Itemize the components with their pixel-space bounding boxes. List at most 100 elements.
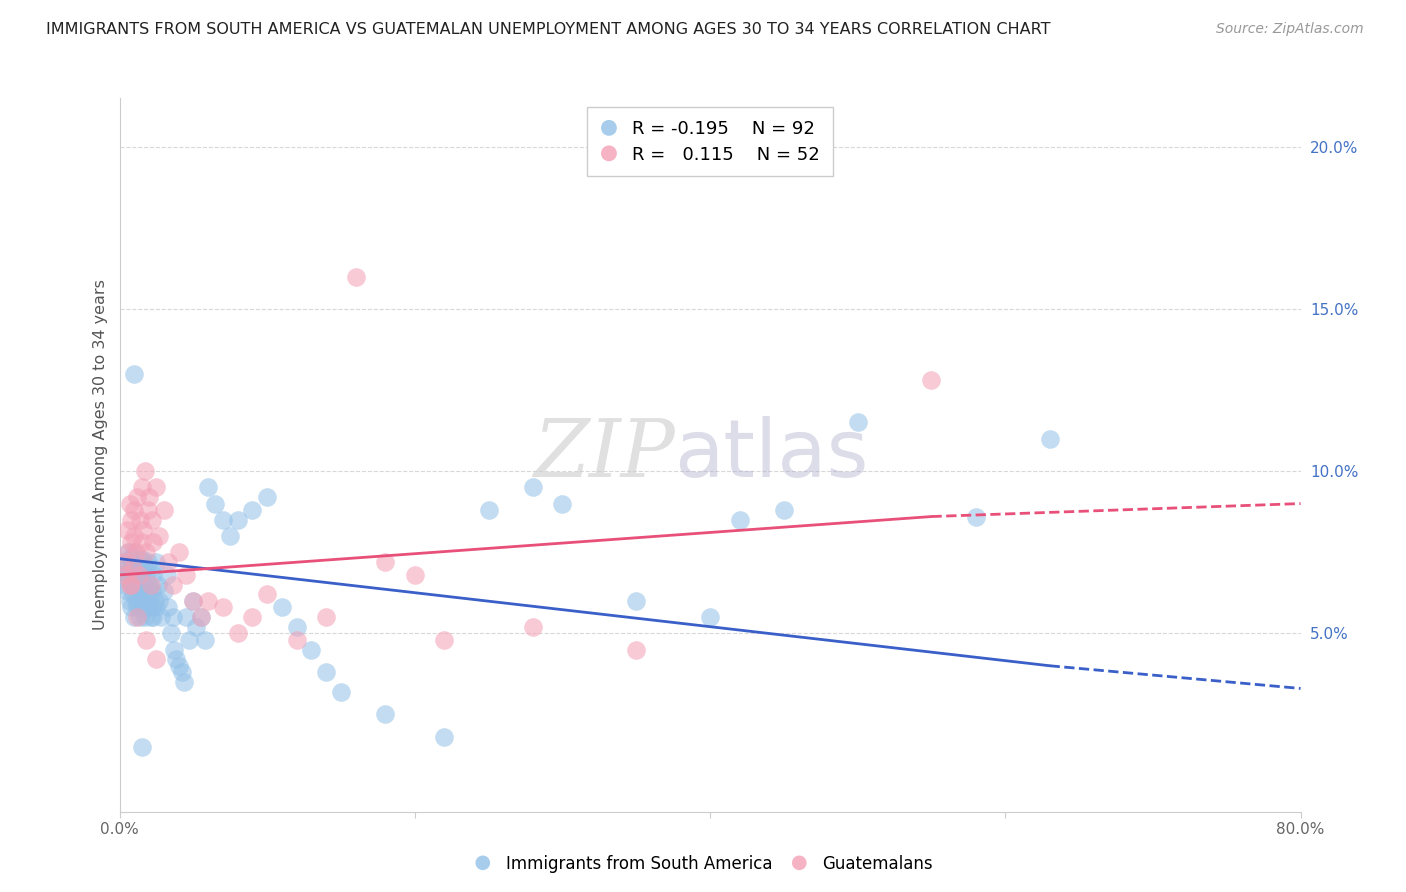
Point <box>121 587 143 601</box>
Point <box>374 707 396 722</box>
Point <box>242 610 264 624</box>
Point <box>132 523 155 537</box>
Point <box>728 513 751 527</box>
Point <box>131 535 153 549</box>
Point <box>315 610 337 624</box>
Point <box>136 600 159 615</box>
Point <box>160 626 183 640</box>
Point <box>120 513 142 527</box>
Point <box>132 577 155 591</box>
Point <box>226 513 249 527</box>
Point <box>142 610 165 624</box>
Point <box>111 568 134 582</box>
Point <box>374 555 396 569</box>
Point <box>120 577 142 591</box>
Point <box>127 561 149 575</box>
Point <box>128 568 150 582</box>
Point <box>148 594 170 608</box>
Y-axis label: Unemployment Among Ages 30 to 34 years: Unemployment Among Ages 30 to 34 years <box>93 279 108 631</box>
Point <box>115 561 138 575</box>
Point <box>118 551 141 566</box>
Point <box>167 545 190 559</box>
Point <box>112 555 135 569</box>
Point <box>124 610 146 624</box>
Point <box>135 632 157 647</box>
Point <box>186 620 208 634</box>
Point <box>148 529 170 543</box>
Point <box>256 490 278 504</box>
Point <box>477 503 501 517</box>
Point <box>128 568 150 582</box>
Point <box>118 497 141 511</box>
Point <box>162 610 184 624</box>
Text: ZIP: ZIP <box>533 417 675 493</box>
Point <box>138 577 160 591</box>
Point <box>344 269 367 284</box>
Point <box>135 584 157 599</box>
Point <box>197 594 219 608</box>
Point <box>127 600 149 615</box>
Point <box>551 497 574 511</box>
Point <box>145 555 167 569</box>
Point <box>129 513 152 527</box>
Text: Source: ZipAtlas.com: Source: ZipAtlas.com <box>1216 22 1364 37</box>
Point <box>120 577 142 591</box>
Point <box>141 513 163 527</box>
Point <box>131 594 153 608</box>
Point <box>131 480 153 494</box>
Point <box>965 509 987 524</box>
Point <box>127 490 149 504</box>
Point <box>129 610 152 624</box>
Point <box>135 545 157 559</box>
Point <box>114 568 136 582</box>
Point <box>624 594 647 608</box>
Point <box>773 503 796 517</box>
Point <box>117 545 139 559</box>
Point <box>125 577 148 591</box>
Point <box>315 665 337 680</box>
Point <box>921 373 943 387</box>
Point <box>117 568 139 582</box>
Point <box>285 620 308 634</box>
Point <box>139 561 162 575</box>
Point <box>163 642 186 657</box>
Point <box>174 568 197 582</box>
Point <box>117 545 139 559</box>
Point <box>139 577 162 591</box>
Point <box>404 568 426 582</box>
Point <box>114 577 136 591</box>
Point <box>624 642 647 657</box>
Point <box>699 610 721 624</box>
Point <box>173 675 195 690</box>
Point <box>522 620 544 634</box>
Point <box>301 642 323 657</box>
Text: atlas: atlas <box>675 416 869 494</box>
Point <box>211 600 233 615</box>
Point <box>121 555 143 569</box>
Point <box>138 490 160 504</box>
Point <box>190 610 212 624</box>
Point <box>270 600 294 615</box>
Point <box>145 652 167 666</box>
Point <box>145 600 167 615</box>
Point <box>135 568 157 582</box>
Point <box>121 561 143 575</box>
Point <box>131 571 153 585</box>
Point <box>131 739 153 754</box>
Point <box>522 480 544 494</box>
Point <box>194 632 217 647</box>
Point <box>127 610 149 624</box>
Point <box>142 568 165 582</box>
Point <box>136 503 159 517</box>
Point <box>162 577 184 591</box>
Point <box>124 568 146 582</box>
Point <box>183 594 205 608</box>
Point <box>134 561 156 575</box>
Point <box>157 555 180 569</box>
Point <box>118 577 141 591</box>
Point <box>204 497 226 511</box>
Point <box>219 529 242 543</box>
Point <box>134 464 156 478</box>
Point <box>256 587 278 601</box>
Point <box>125 594 148 608</box>
